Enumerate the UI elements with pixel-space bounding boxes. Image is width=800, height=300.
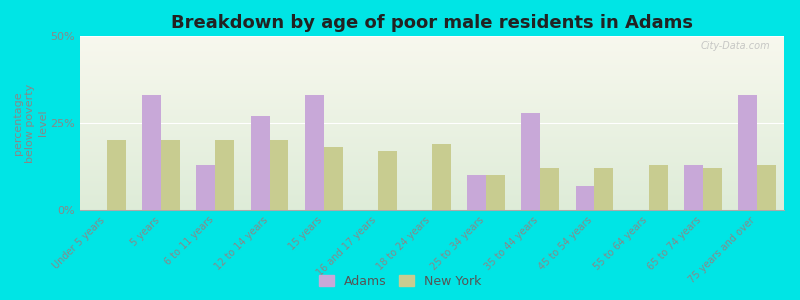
Bar <box>486 175 505 210</box>
Bar <box>142 95 162 210</box>
Bar <box>270 140 289 210</box>
Legend: Adams, New York: Adams, New York <box>318 275 482 288</box>
Bar <box>305 95 324 210</box>
Bar <box>324 147 342 210</box>
Bar <box>540 168 559 210</box>
Bar <box>215 140 234 210</box>
Bar <box>594 168 614 210</box>
Bar <box>250 116 270 210</box>
Bar <box>378 151 397 210</box>
Bar <box>684 165 702 210</box>
Bar <box>702 168 722 210</box>
Bar <box>432 144 451 210</box>
Bar <box>649 165 667 210</box>
Bar <box>757 165 776 210</box>
Bar <box>107 140 126 210</box>
Text: City-Data.com: City-Data.com <box>700 41 770 51</box>
Bar <box>738 95 757 210</box>
Bar <box>522 112 540 210</box>
Bar <box>197 165 215 210</box>
Y-axis label: percentage
below poverty
level: percentage below poverty level <box>13 83 48 163</box>
Title: Breakdown by age of poor male residents in Adams: Breakdown by age of poor male residents … <box>171 14 693 32</box>
Bar <box>162 140 180 210</box>
Bar <box>575 186 594 210</box>
Bar <box>467 175 486 210</box>
